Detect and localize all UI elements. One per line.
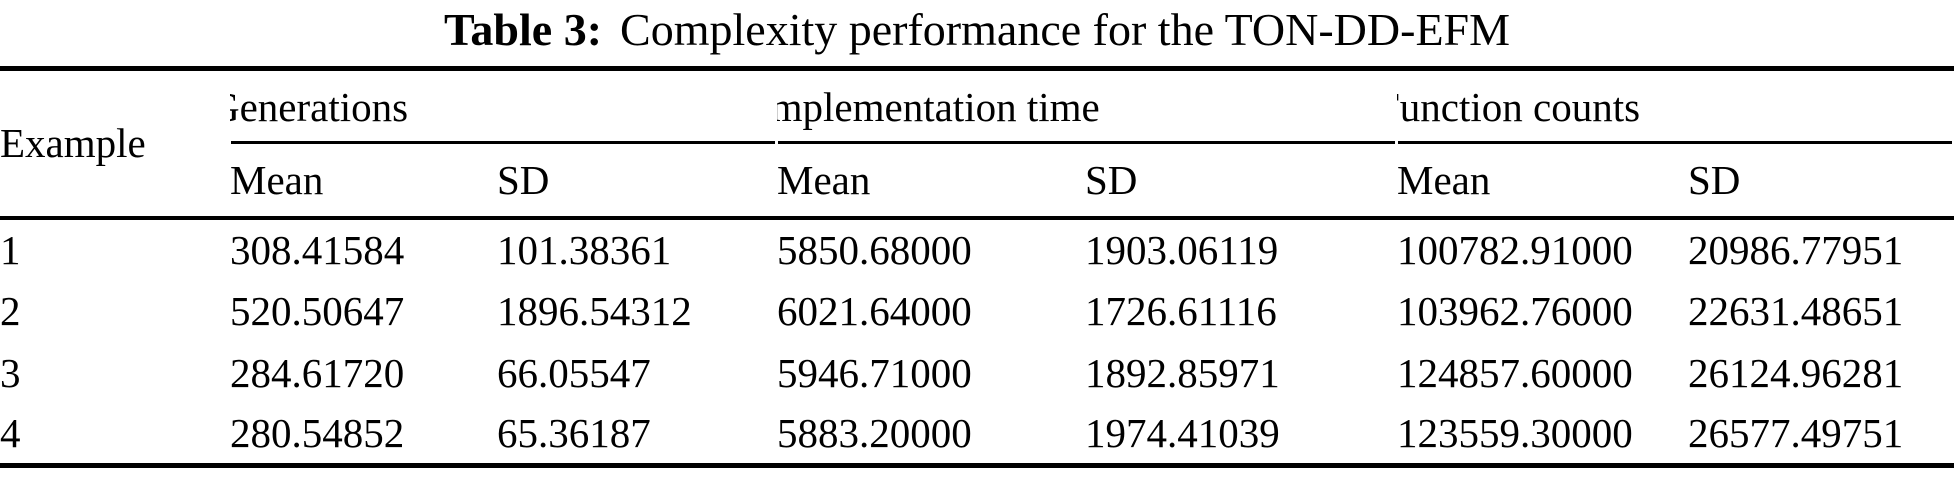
group-header-implementation-time: Implementation time: [777, 69, 1397, 144]
example-id: 3: [0, 349, 21, 396]
function-mean-value: 124857.60000: [1397, 349, 1633, 396]
generations-sd-value: 66.05547: [497, 349, 651, 396]
implementation-sd-value: 1726.61116: [1085, 287, 1277, 334]
table-row: 4 280.54852 65.36187 5883.20000 1974.410…: [0, 404, 1954, 466]
implementation-mean-value: 6021.64000: [777, 287, 972, 334]
function-counts-underline-rule: [1398, 140, 1953, 144]
table-caption: Table 3: Complexity performance for the T…: [0, 0, 1954, 66]
function-sd-value: 26577.49751: [1688, 410, 1904, 457]
group-header-row: Example Generations Implementation time …: [0, 68, 1954, 220]
subheader-row: Mean SD Mean SD Mean SD: [0, 143, 1954, 220]
example-id: 1: [0, 226, 21, 273]
generations-mean-value: 308.41584: [230, 226, 405, 273]
table-caption-label: Table 3:: [443, 4, 603, 55]
implementation-sd-value: 1892.85971: [1085, 349, 1280, 396]
generations-sd-value: 65.36187: [497, 410, 651, 457]
subheader-generations-mean: Mean: [230, 143, 497, 220]
function-sd-value: 26124.96281: [1688, 349, 1904, 396]
implementation-time-underline-rule: [778, 140, 1395, 144]
complexity-performance-table: Example Generations Implementation time …: [0, 66, 1954, 468]
generations-underline-rule: [231, 140, 775, 144]
table-row: 2 520.50647 1896.54312 6021.64000 1726.6…: [0, 280, 1954, 342]
function-mean-value: 123559.30000: [1397, 410, 1633, 457]
generations-mean-value: 284.61720: [230, 349, 405, 396]
group-header-implementation-time-label: Implementation time: [777, 84, 1100, 131]
table-row: 1 308.41584 101.38361 5850.68000 1903.06…: [0, 218, 1954, 280]
subheader-function-sd: SD: [1688, 143, 1954, 220]
implementation-mean-value: 5946.71000: [777, 349, 972, 396]
generations-sd-value: 101.38361: [497, 226, 672, 273]
implementation-sd-value: 1974.41039: [1085, 410, 1280, 457]
generations-mean-value: 280.54852: [230, 410, 405, 457]
implementation-mean-value: 5883.20000: [777, 410, 972, 457]
subheader-function-mean: Mean: [1397, 143, 1688, 220]
implementation-sd-value: 1903.06119: [1085, 226, 1279, 273]
generations-mean-value: 520.50647: [230, 287, 405, 334]
group-header-function-counts-label: Function counts: [1397, 84, 1641, 131]
function-mean-value: 100782.91000: [1397, 226, 1633, 273]
function-mean-value: 103962.76000: [1397, 287, 1633, 334]
subheader-implementation-sd: SD: [1085, 143, 1397, 220]
subheader-generations-sd: SD: [497, 143, 777, 220]
group-header-generations-label: Generations: [230, 84, 409, 131]
group-header-function-counts: Function counts: [1397, 69, 1954, 144]
generations-sd-value: 1896.54312: [497, 287, 692, 334]
example-id: 4: [0, 410, 21, 457]
table-caption-text: Complexity performance for the TON-DD-EF…: [620, 4, 1511, 55]
example-id: 2: [0, 287, 21, 334]
implementation-mean-value: 5850.68000: [777, 226, 972, 273]
subheader-implementation-mean: Mean: [777, 143, 1085, 220]
function-sd-value: 20986.77951: [1688, 226, 1904, 273]
function-sd-value: 22631.48651: [1688, 287, 1904, 334]
column-header-example: Example: [0, 68, 230, 220]
group-header-generations: Generations: [230, 69, 777, 144]
table-row: 3 284.61720 66.05547 5946.71000 1892.859…: [0, 342, 1954, 404]
